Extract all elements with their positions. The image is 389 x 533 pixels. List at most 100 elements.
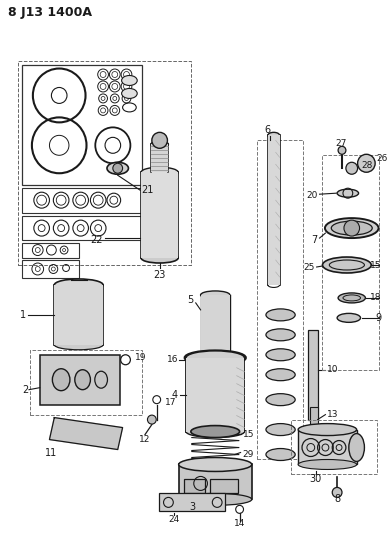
Ellipse shape — [338, 293, 365, 303]
Bar — [210, 480, 238, 494]
Bar — [268, 135, 280, 285]
Text: 17: 17 — [165, 398, 176, 407]
Ellipse shape — [107, 162, 128, 174]
Ellipse shape — [122, 76, 137, 85]
Ellipse shape — [266, 449, 295, 461]
Circle shape — [147, 415, 156, 424]
Text: 15: 15 — [370, 261, 381, 270]
Ellipse shape — [141, 253, 178, 263]
Bar — [184, 480, 205, 494]
Text: 25: 25 — [303, 263, 315, 272]
Circle shape — [338, 147, 346, 154]
Ellipse shape — [349, 433, 364, 462]
Text: 6: 6 — [265, 125, 271, 135]
Circle shape — [332, 487, 342, 497]
Text: 9: 9 — [375, 313, 381, 323]
Ellipse shape — [179, 457, 252, 472]
Bar — [22, 64, 142, 185]
Ellipse shape — [179, 494, 252, 505]
Text: 12: 12 — [139, 435, 151, 444]
Circle shape — [113, 163, 123, 173]
Bar — [310, 407, 318, 425]
Ellipse shape — [54, 340, 103, 350]
Ellipse shape — [53, 369, 70, 391]
Bar — [22, 243, 79, 258]
Ellipse shape — [266, 349, 295, 361]
Ellipse shape — [266, 329, 295, 341]
Text: 1: 1 — [20, 310, 26, 320]
Ellipse shape — [325, 218, 378, 238]
Text: 20: 20 — [306, 191, 318, 200]
Circle shape — [357, 154, 375, 172]
Bar — [179, 464, 252, 499]
Text: 18: 18 — [370, 294, 381, 302]
Ellipse shape — [186, 425, 244, 438]
Bar — [18, 61, 191, 265]
Ellipse shape — [141, 167, 178, 177]
Text: 16: 16 — [166, 356, 178, 364]
Bar — [22, 188, 142, 213]
Text: 11: 11 — [45, 448, 58, 457]
Ellipse shape — [337, 313, 361, 322]
Bar — [22, 260, 79, 278]
Ellipse shape — [122, 88, 137, 99]
Text: 4: 4 — [172, 390, 178, 400]
Text: 8 J13 1400A: 8 J13 1400A — [9, 6, 93, 19]
Bar — [291, 419, 377, 474]
Ellipse shape — [337, 189, 359, 197]
Ellipse shape — [191, 425, 240, 438]
Text: 28: 28 — [361, 161, 373, 170]
Bar — [40, 355, 120, 405]
Ellipse shape — [268, 132, 280, 139]
Text: 2: 2 — [22, 385, 28, 394]
Bar — [186, 358, 244, 432]
Ellipse shape — [186, 351, 244, 365]
Circle shape — [152, 132, 167, 148]
Text: 5: 5 — [187, 295, 194, 305]
Ellipse shape — [75, 370, 90, 390]
Ellipse shape — [201, 351, 230, 359]
Ellipse shape — [95, 371, 107, 388]
Ellipse shape — [54, 279, 103, 291]
Text: 27: 27 — [335, 139, 347, 148]
Ellipse shape — [298, 424, 357, 435]
Text: 23: 23 — [153, 270, 166, 280]
Text: 30: 30 — [310, 474, 322, 484]
Text: 22: 22 — [91, 235, 103, 245]
Text: 14: 14 — [234, 519, 245, 528]
Polygon shape — [49, 417, 123, 449]
Ellipse shape — [331, 221, 372, 235]
Text: 19: 19 — [135, 353, 147, 362]
Bar — [257, 140, 303, 459]
Ellipse shape — [322, 257, 371, 273]
Bar — [30, 350, 142, 415]
Text: 24: 24 — [169, 515, 180, 524]
Bar — [141, 172, 178, 258]
Text: 3: 3 — [190, 503, 196, 512]
Text: 26: 26 — [376, 154, 387, 163]
Circle shape — [344, 220, 359, 236]
Bar — [159, 494, 225, 511]
Bar — [201, 295, 230, 355]
Bar — [151, 144, 168, 172]
Text: 7: 7 — [311, 235, 318, 245]
Text: 13: 13 — [328, 410, 339, 419]
Ellipse shape — [266, 394, 295, 406]
Bar — [54, 285, 103, 345]
Ellipse shape — [266, 309, 295, 321]
Ellipse shape — [266, 424, 295, 435]
Circle shape — [346, 162, 357, 174]
Bar — [298, 430, 357, 464]
Text: 10: 10 — [328, 365, 339, 374]
Text: 15: 15 — [242, 430, 254, 439]
Text: 29: 29 — [242, 450, 254, 459]
Ellipse shape — [151, 141, 168, 148]
Text: 8: 8 — [334, 495, 340, 504]
Text: 21: 21 — [141, 185, 153, 195]
Bar — [22, 216, 142, 240]
Bar — [322, 155, 379, 370]
Ellipse shape — [185, 351, 245, 365]
Ellipse shape — [266, 369, 295, 381]
Ellipse shape — [201, 291, 230, 299]
Bar — [308, 330, 318, 419]
